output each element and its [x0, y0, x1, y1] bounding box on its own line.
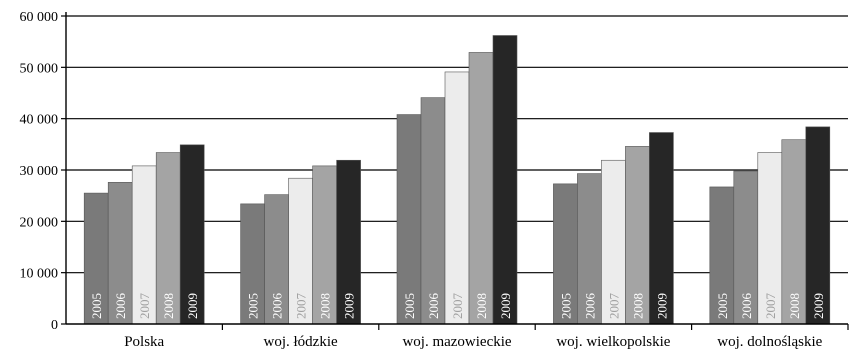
bar-year-label: 2008 — [161, 293, 176, 319]
bar-year-label: 2006 — [582, 293, 597, 320]
bar-year-label: 2005 — [715, 293, 730, 319]
y-tick-label: 40 000 — [20, 113, 59, 128]
bar-year-label: 2008 — [318, 293, 333, 319]
bar — [553, 183, 578, 325]
bar — [649, 132, 674, 325]
bar-year-label: 2007 — [763, 293, 778, 320]
bar — [757, 152, 783, 325]
axes — [61, 12, 849, 330]
bar-year-label: 2009 — [342, 293, 357, 319]
x-tick-label: woj. łódzkie — [264, 334, 338, 350]
bar-year-label: 2008 — [474, 293, 489, 319]
y-tick-label: 60 000 — [20, 10, 59, 25]
bar — [625, 146, 650, 325]
y-tick-labels: 0 10 000 20 000 30 000 40 000 50 000 60 000 — [20, 10, 59, 333]
bar — [601, 159, 626, 325]
bar-year-label: 2007 — [137, 293, 152, 320]
bar — [420, 97, 446, 325]
y-tick-label: 50 000 — [20, 61, 59, 76]
bar-year-label: 2005 — [246, 293, 261, 319]
bar — [336, 159, 361, 325]
bar — [240, 203, 265, 325]
bar — [155, 152, 181, 325]
bar — [396, 114, 422, 325]
x-tick-label: woj. mazowieckie — [402, 334, 511, 350]
x-tick-label: woj. wielkopolskie — [556, 334, 670, 350]
bar — [179, 144, 205, 325]
bar-year-label: 2007 — [450, 293, 465, 320]
bars: 2005 2006 2007 2008 2009 2005 2006 2007 2008 2009… — [83, 35, 831, 325]
bar — [288, 177, 313, 325]
y-tick-label: 30 000 — [20, 164, 59, 179]
bar-year-label: 2007 — [294, 293, 309, 320]
y-tick-label: 0 — [51, 318, 58, 333]
bar-year-label: 2006 — [113, 293, 128, 320]
bar-year-label: 2005 — [558, 293, 573, 319]
bar — [264, 194, 289, 325]
bar — [468, 52, 494, 325]
bar-year-label: 2008 — [630, 293, 645, 319]
y-tick-label: 10 000 — [20, 267, 59, 282]
bar-year-label: 2008 — [787, 293, 802, 319]
bar-year-label: 2005 — [89, 293, 104, 319]
bar-year-label: 2009 — [185, 293, 200, 319]
bar-year-label: 2009 — [654, 293, 669, 319]
bar-year-label: 2007 — [606, 293, 621, 320]
x-tick-labels: Polska woj. łódzkie woj. mazowieckie woj. w… — [124, 334, 822, 350]
bar — [444, 71, 470, 325]
bar — [805, 126, 831, 325]
bar — [492, 35, 518, 325]
bar — [577, 173, 602, 325]
x-tick-label: Polska — [124, 334, 164, 350]
bar-year-label: 2006 — [270, 293, 285, 320]
bar-year-label: 2006 — [739, 293, 754, 320]
bar-year-label: 2009 — [498, 293, 513, 319]
bar-year-label: 2009 — [811, 293, 826, 319]
bar-year-label: 2006 — [426, 293, 441, 320]
bar-year-label: 2005 — [402, 293, 417, 319]
y-tick-label: 20 000 — [20, 215, 59, 230]
bar — [733, 170, 759, 325]
x-tick-label: woj. dolnośląskie — [717, 334, 822, 350]
